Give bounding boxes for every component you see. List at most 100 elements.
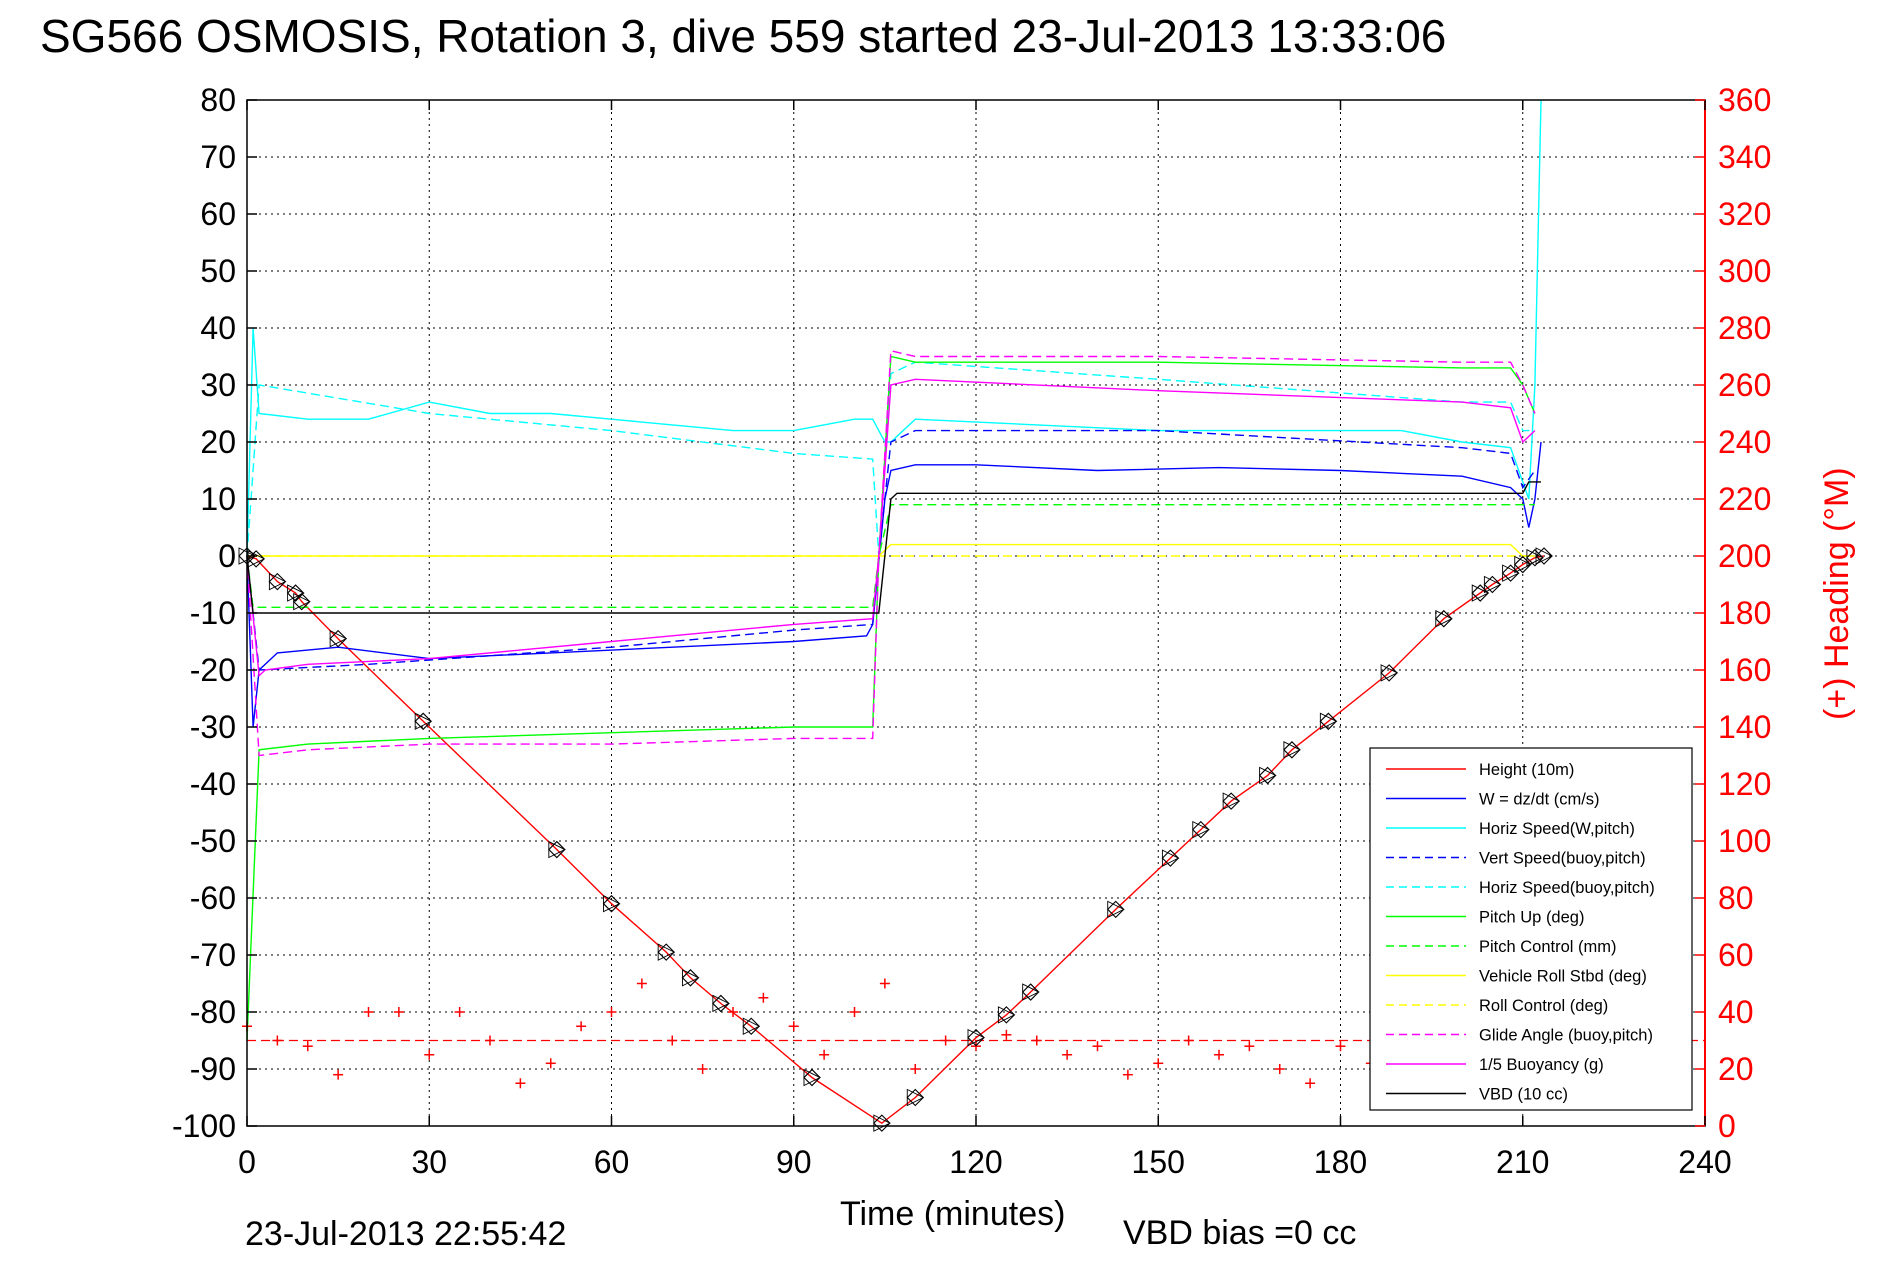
right-tick-label-16: 40 xyxy=(1718,994,1754,1030)
y-tick-label-2: 60 xyxy=(200,196,236,232)
heading-marker-35 xyxy=(1305,1078,1316,1089)
height-marker-3 xyxy=(286,584,305,602)
series-line-5 xyxy=(246,355,1536,1041)
heading-marker-25 xyxy=(1001,1029,1012,1040)
right-tick-label-15: 60 xyxy=(1718,937,1754,973)
x-tick-label-0: 0 xyxy=(238,1144,256,1180)
x-tick-label-7: 210 xyxy=(1496,1144,1549,1180)
height-marker-20 xyxy=(1161,849,1180,867)
height-markers xyxy=(238,547,1554,1132)
heading-marker-20 xyxy=(849,1007,860,1017)
right-tick-label-2: 320 xyxy=(1718,196,1771,232)
heading-marker-7 xyxy=(454,1007,465,1017)
legend: Height (10m) W = dz/dt (cm/s) Horiz Speed(… xyxy=(1369,747,1693,1111)
height-marker-7 xyxy=(548,840,566,859)
heading-marker-33 xyxy=(1244,1041,1255,1052)
right-tick-label-13: 100 xyxy=(1718,823,1771,859)
heading-marker-9 xyxy=(515,1078,526,1089)
y-tick-label-18: -100 xyxy=(172,1108,236,1144)
heading-marker-4 xyxy=(363,1007,374,1017)
x-tick-label-1: 30 xyxy=(411,1144,447,1180)
legend-label-2: Horiz Speed(W,pitch) xyxy=(1479,820,1635,838)
series-line-4 xyxy=(246,361,1535,557)
heading-marker-10 xyxy=(545,1058,556,1069)
height-marker-28 xyxy=(1471,584,1490,602)
height-marker-26 xyxy=(1380,664,1399,682)
series-line-7 xyxy=(247,543,1535,557)
right-tick-label-9: 180 xyxy=(1718,595,1771,631)
height-marker-4 xyxy=(292,592,311,611)
y-tick-label-8: 0 xyxy=(218,538,236,574)
height-marker-11 xyxy=(712,994,730,1013)
height-marker-25 xyxy=(1319,712,1338,731)
heading-marker-28 xyxy=(1092,1041,1103,1052)
right-axis-title: (+) Heading (°M) xyxy=(1818,467,1856,720)
right-tick-label-1: 340 xyxy=(1718,139,1771,175)
series-line-9 xyxy=(246,349,1536,757)
heading-marker-6 xyxy=(424,1049,435,1060)
heading-marker-34 xyxy=(1274,1064,1285,1074)
heading-marker-8 xyxy=(485,1035,495,1046)
y-tick-label-13: -50 xyxy=(190,823,236,859)
y-tick-label-1: 70 xyxy=(200,139,236,175)
heading-marker-29 xyxy=(1122,1069,1133,1080)
right-tick-label-14: 80 xyxy=(1718,880,1754,916)
x-axis-ticks: 0 30 60 90 120 150 180 210 240 xyxy=(238,100,1732,1180)
y-tick-label-10: -20 xyxy=(190,652,236,688)
height-marker-9 xyxy=(657,943,676,961)
heading-marker-27 xyxy=(1062,1049,1073,1060)
heading-marker-3 xyxy=(333,1069,344,1080)
heading-marker-17 xyxy=(758,992,769,1003)
height-marker-30 xyxy=(1501,564,1520,582)
legend-label-11: VBD (10 cc) xyxy=(1479,1086,1568,1104)
y-tick-label-15: -70 xyxy=(190,937,236,973)
height-marker-5 xyxy=(329,629,348,648)
right-tick-label-5: 260 xyxy=(1718,367,1771,403)
legend-label-5: Pitch Up (deg) xyxy=(1479,909,1584,927)
height-marker-16 xyxy=(967,1028,986,1047)
heading-markers xyxy=(242,978,1705,1089)
footer-timestamp: 23-Jul-2013 22:55:42 xyxy=(245,1215,566,1253)
heading-marker-19 xyxy=(819,1049,830,1060)
y-tick-label-7: 10 xyxy=(200,481,236,517)
heading-marker-21 xyxy=(879,978,890,989)
height-marker-17 xyxy=(997,1006,1016,1024)
legend-label-1: W = dz/dt (cm/s) xyxy=(1479,791,1600,809)
height-marker-15 xyxy=(906,1088,925,1107)
series-layer xyxy=(246,99,1545,1125)
height-marker-33 xyxy=(1535,547,1554,565)
height-marker-2 xyxy=(268,572,287,591)
height-marker-29 xyxy=(1483,575,1502,594)
y-tick-label-14: -60 xyxy=(190,880,236,916)
x-tick-label-6: 180 xyxy=(1314,1144,1367,1180)
heading-marker-11 xyxy=(576,1021,587,1032)
right-tick-label-17: 20 xyxy=(1718,1051,1754,1087)
heading-marker-15 xyxy=(697,1064,708,1074)
height-marker-31 xyxy=(1513,555,1532,574)
legend-label-8: Roll Control (deg) xyxy=(1479,997,1608,1015)
y-tick-label-6: 20 xyxy=(200,424,236,460)
series-line-1 xyxy=(246,441,1542,728)
legend-label-9: Glide Angle (buoy,pitch) xyxy=(1479,1027,1653,1045)
heading-marker-36 xyxy=(1335,1041,1346,1052)
right-axis-ticks: 3603403203002802602402202001801601401201… xyxy=(1695,82,1771,1144)
heading-marker-13 xyxy=(636,978,647,989)
right-tick-label-7: 220 xyxy=(1718,481,1771,517)
height-marker-24 xyxy=(1283,741,1301,759)
heading-marker-14 xyxy=(667,1035,678,1046)
legend-label-7: Vehicle Roll Stbd (deg) xyxy=(1479,968,1647,986)
right-tick-label-12: 120 xyxy=(1718,766,1771,802)
heading-marker-16 xyxy=(728,1007,738,1017)
y-tick-label-17: -90 xyxy=(190,1051,236,1087)
height-marker-27 xyxy=(1434,609,1453,628)
y-tick-label-5: 30 xyxy=(200,367,236,403)
legend-box xyxy=(1369,747,1693,1111)
legend-label-0: Height (10m) xyxy=(1479,761,1574,779)
y-tick-label-9: -10 xyxy=(190,595,236,631)
heading-marker-22 xyxy=(910,1064,921,1074)
y-tick-label-12: -40 xyxy=(190,766,236,802)
y-tick-label-3: 50 xyxy=(200,253,236,289)
series-line-11 xyxy=(246,481,1541,614)
legend-label-6: Pitch Control (mm) xyxy=(1479,938,1617,956)
heading-marker-26 xyxy=(1031,1035,1042,1046)
